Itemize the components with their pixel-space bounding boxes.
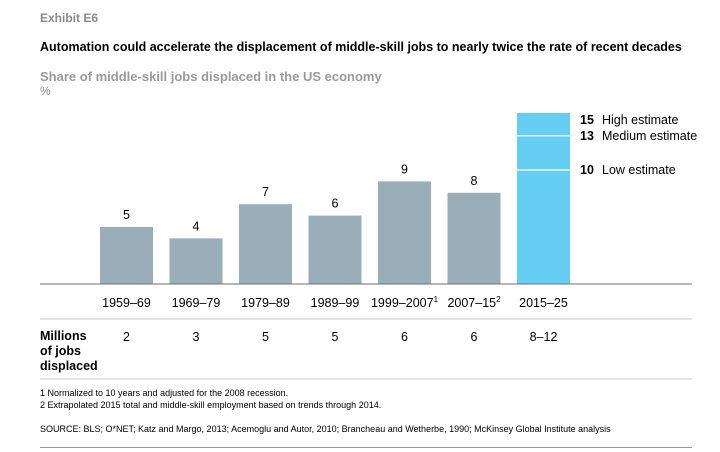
x-tick-label: 1999–20071 xyxy=(371,295,439,310)
chart-headline: Automation could accelerate the displace… xyxy=(40,40,682,54)
jobs-row-label-line: Millions xyxy=(40,329,87,343)
estimate-value: 13 xyxy=(580,129,594,143)
estimate-label: Low estimate xyxy=(602,163,676,177)
bar xyxy=(378,181,431,284)
x-tick-label: 1979–89 xyxy=(241,296,290,310)
jobs-row-label-line: displaced xyxy=(40,359,98,373)
exhibit-label: Exhibit E6 xyxy=(40,11,99,25)
bar-value-label: 9 xyxy=(401,162,408,176)
footnote-2: 2 Extrapolated 2015 total and middle-ski… xyxy=(40,400,382,410)
jobs-displaced-value: 2 xyxy=(123,330,130,344)
chart-title: Share of middle-skill jobs displaced in … xyxy=(40,69,382,84)
bar-value-label: 7 xyxy=(262,185,269,199)
footnote-marker: 2 xyxy=(496,295,501,304)
bar-value-label: 4 xyxy=(193,219,200,233)
footnote-1: 1 Normalized to 10 years and adjusted fo… xyxy=(40,388,289,398)
source-note: SOURCE: BLS; O*NET; Katz and Margo, 2013… xyxy=(40,424,611,434)
estimate-value: 15 xyxy=(580,113,594,127)
projection-bar xyxy=(517,113,570,284)
jobs-displaced-value: 8–12 xyxy=(530,330,558,344)
jobs-displaced-value: 6 xyxy=(471,330,478,344)
x-tick-label: 1969–79 xyxy=(172,296,221,310)
bar-value-label: 5 xyxy=(123,208,130,222)
jobs-displaced-value: 3 xyxy=(193,330,200,344)
bar xyxy=(169,238,223,284)
jobs-displaced-value: 5 xyxy=(332,330,339,344)
bar-value-label: 6 xyxy=(332,197,339,211)
x-tick-label: 2015–25 xyxy=(519,296,568,310)
x-tick-label: 2007–152 xyxy=(447,295,501,310)
jobs-displaced-value: 6 xyxy=(401,330,408,344)
jobs-row-label-line: of jobs xyxy=(40,344,81,358)
x-tick-label: 1959–69 xyxy=(102,296,151,310)
footnote-marker: 1 xyxy=(434,295,439,304)
bar xyxy=(239,204,292,284)
bottom-divider xyxy=(40,447,692,448)
bar xyxy=(308,215,362,284)
estimate-label: Medium estimate xyxy=(602,129,697,143)
jobs-displaced-value: 5 xyxy=(262,330,269,344)
unit-label: % xyxy=(40,84,51,98)
estimate-value: 10 xyxy=(580,163,594,177)
jobs-row-label: Millions of jobs displaced xyxy=(40,329,120,374)
estimate-label: High estimate xyxy=(602,113,678,127)
bar xyxy=(447,192,501,284)
bar-value-label: 8 xyxy=(471,174,478,188)
x-tick-label: 1989–99 xyxy=(311,296,360,310)
bar xyxy=(100,227,153,284)
